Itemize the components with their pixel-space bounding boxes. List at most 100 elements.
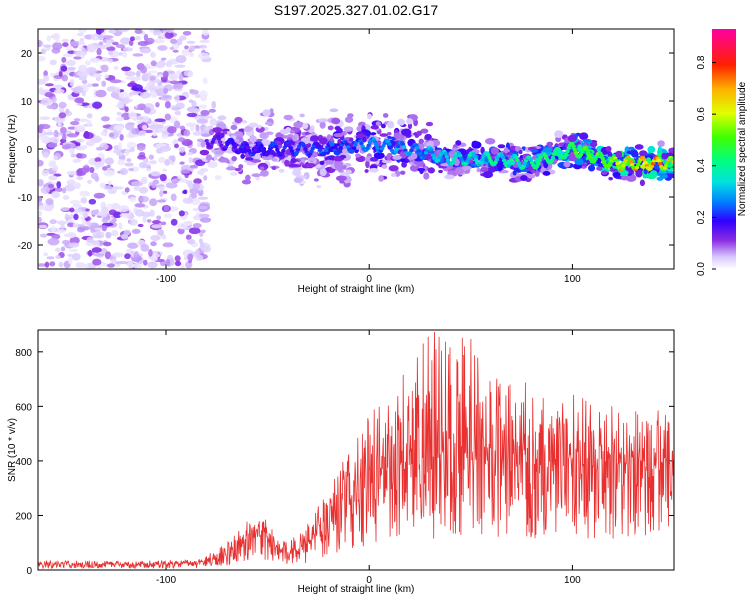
spectrogram-noise-blob: [189, 188, 200, 195]
spectrogram-core-blob: [649, 164, 654, 169]
spectrogram-core-blob: [443, 151, 448, 156]
spectrogram-ridge-blob: [490, 147, 500, 155]
spectrogram-ridge-blob: [365, 160, 370, 169]
spectrogram-noise-blob: [106, 263, 115, 268]
spectrogram-core-blob: [528, 158, 534, 162]
spectrogram-noise-blob: [76, 32, 85, 37]
spectrogram-ridge-blob: [334, 125, 341, 131]
spectrogram-noise-blob: [58, 70, 63, 77]
spectrogram-noise-blob: [62, 53, 74, 57]
spectrogram-noise-blob: [124, 162, 134, 167]
spectrogram-noise-blob: [108, 30, 117, 34]
spectrogram-noise-blob: [98, 41, 104, 46]
spectrogram-core-blob: [400, 142, 406, 146]
spectrogram-noise-blob: [43, 131, 56, 136]
spectrogram-noise-blob: [119, 134, 124, 141]
spectrogram-noise-blob: [161, 234, 167, 240]
spectrogram-noise-blob: [197, 196, 209, 200]
spectrogram-noise-blob: [142, 48, 149, 54]
spectrogram-core-blob: [267, 146, 273, 151]
spectrogram-ridge-blob: [647, 145, 656, 154]
spectrogram-noise-blob: [100, 64, 109, 73]
spectrogram-noise-blob: [174, 260, 182, 267]
spectrogram-core-blob: [275, 148, 280, 152]
spectrogram-noise-blob: [90, 227, 95, 234]
colorbar-tick-label: 0.6: [696, 107, 707, 121]
spectrogram-noise-blob: [198, 104, 208, 109]
spectrogram-noise-blob: [96, 47, 102, 56]
spectrogram-blob-layer: [38, 29, 674, 269]
spectrogram-noise-blob: [38, 159, 44, 167]
spectrogram-noise-blob: [202, 29, 209, 36]
spectrogram-noise-blob: [52, 32, 61, 41]
spectrogram-noise-blob: [73, 56, 82, 60]
spectrogram-ridge-blob: [364, 169, 369, 173]
spectrogram-ridge-blob: [381, 164, 388, 169]
spectrogram-noise-blob: [186, 40, 196, 44]
snr-ticks: -100 0 100 0 200 400 600 800: [15, 330, 674, 586]
spectrogram-noise-blob: [72, 203, 83, 208]
spectrogram-core-blob: [387, 142, 392, 147]
spectrogram-ridge-blob: [319, 168, 327, 177]
spectrogram-noise-blob: [134, 203, 146, 208]
spectrogram-noise-blob: [87, 179, 92, 184]
spectrogram-ridge-blob: [480, 166, 489, 173]
spectrogram-core-blob: [587, 154, 592, 158]
spectrogram-ridge-blob: [200, 129, 210, 135]
spectrogram-noise-blob: [85, 208, 90, 212]
spectrogram-noise-blob: [138, 161, 147, 169]
spectrogram-ridge-blob: [230, 124, 238, 130]
spectrogram-ridge-blob: [343, 126, 354, 132]
spectrogram-ridge-blob: [397, 118, 405, 126]
spectrogram-noise-blob: [76, 176, 84, 181]
spectrogram-noise-blob: [108, 58, 114, 63]
spectrogram-noise-blob: [99, 182, 106, 189]
spectrogram-noise-blob: [58, 101, 67, 109]
spectrogram-ridge-blob: [305, 162, 316, 168]
spectrogram-noise-blob: [106, 86, 118, 92]
spectrogram-core-blob: [564, 152, 569, 157]
spectrogram-core-blob: [245, 145, 251, 150]
spectrogram-noise-blob: [46, 256, 55, 260]
spectrogram-noise-blob: [124, 71, 136, 77]
spectrogram-noise-blob: [173, 120, 181, 129]
spectrogram-noise-blob: [42, 151, 50, 159]
spectrogram-core-blob: [394, 147, 400, 152]
spectrogram-noise-blob: [139, 186, 148, 194]
spectrogram-ridge-blob: [217, 115, 227, 121]
spectrogram-noise-blob: [141, 211, 152, 218]
spectrogram-ridge-blob: [471, 140, 479, 147]
spectrogram-noise-blob: [169, 80, 180, 85]
spectrogram-ridge-blob: [589, 141, 598, 148]
spectrogram-ridge-blob: [503, 147, 509, 154]
spectrogram-noise-blob: [145, 65, 156, 69]
spectrogram-ridge-blob: [339, 180, 345, 184]
spectrogram-noise-blob: [61, 38, 70, 43]
spectrogram-ridge-blob: [211, 100, 217, 109]
spectrogram-noise-blob: [148, 154, 154, 160]
spectrogram-noise-blob: [171, 106, 181, 111]
spectrogram-noise-blob: [156, 148, 163, 154]
spectrogram-noise-blob: [70, 40, 79, 47]
spectrogram-noise-blob: [104, 74, 109, 79]
spectrogram-core-blob: [366, 143, 372, 148]
spectrogram-ridge-blob: [476, 168, 481, 173]
spectrogram-noise-blob: [97, 34, 104, 41]
spectrogram-noise-blob: [54, 247, 61, 252]
spectrogram-ridge-blob: [380, 123, 386, 129]
spectrogram-noise-blob: [197, 141, 202, 148]
spectrogram-ridge-blob: [316, 184, 322, 189]
spectrogram-core-blob: [536, 162, 541, 166]
spectrogram-core-blob: [650, 161, 656, 166]
spectrogram-core-blob: [416, 149, 421, 153]
spectrogram-noise-blob: [115, 116, 125, 122]
spectrogram-noise-blob: [177, 175, 182, 180]
spectrogram-noise-blob: [143, 259, 148, 266]
spectrogram-noise-blob: [127, 82, 138, 87]
spectrogram-noise-blob: [187, 152, 194, 156]
spectrogram-noise-blob: [169, 46, 175, 51]
spectrogram-noise-blob: [48, 160, 57, 168]
spectrogram-ridge-blob: [261, 139, 271, 146]
spectrogram-ridge-blob: [313, 178, 319, 182]
spectrogram-ridge-blob: [418, 138, 425, 144]
